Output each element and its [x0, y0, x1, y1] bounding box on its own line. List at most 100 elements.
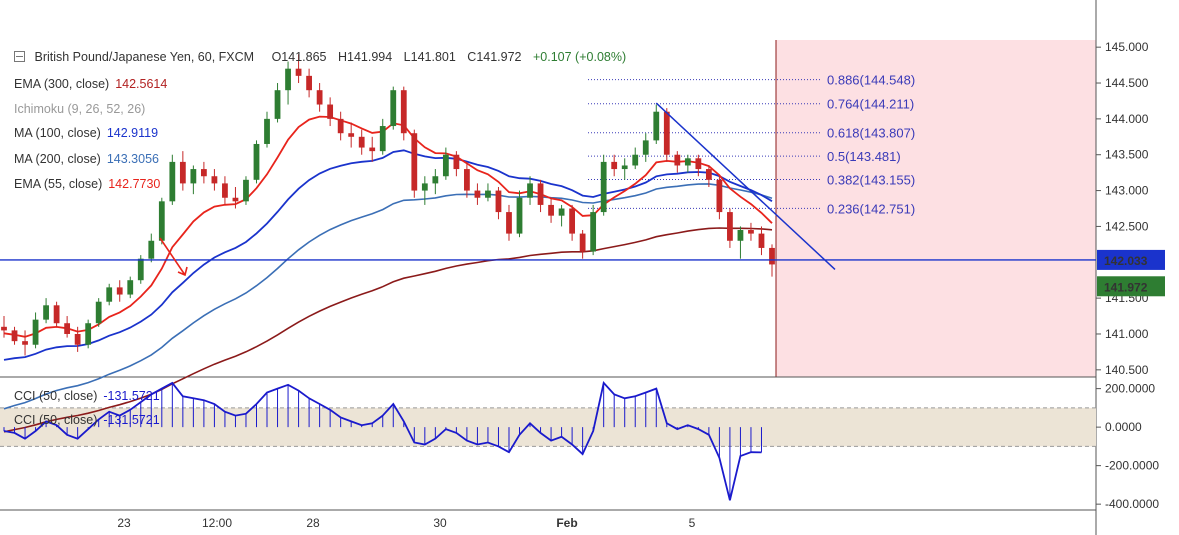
candle-body[interactable]	[737, 230, 744, 241]
collapse-icon[interactable]	[14, 51, 25, 62]
candle-body[interactable]	[411, 133, 418, 191]
candle-body[interactable]	[337, 118, 344, 134]
candle-body[interactable]	[653, 111, 660, 141]
candle-body[interactable]	[127, 280, 134, 295]
legend-ema55[interactable]: EMA (55, close) 142.7730	[14, 177, 160, 191]
trend-line[interactable]	[655, 102, 836, 270]
candle-body[interactable]	[621, 165, 628, 170]
candle-body[interactable]	[558, 208, 565, 216]
candle-body[interactable]	[421, 183, 428, 191]
candle-body[interactable]	[527, 183, 533, 198]
time-tick-label: 28	[306, 516, 320, 530]
candle-body[interactable]	[348, 133, 355, 137]
candle-body[interactable]	[611, 161, 618, 170]
candle-body[interactable]	[748, 230, 754, 234]
candle-body[interactable]	[590, 212, 597, 252]
candle-body[interactable]	[11, 330, 18, 342]
candle-body[interactable]	[674, 154, 681, 166]
candle-body[interactable]	[453, 154, 460, 170]
candle-body[interactable]	[200, 169, 207, 177]
candle-body[interactable]	[211, 176, 218, 184]
candle-body[interactable]	[506, 212, 512, 234]
candle-body[interactable]	[274, 90, 281, 119]
candle-body[interactable]	[632, 154, 639, 166]
candle-body[interactable]	[32, 319, 39, 345]
candle-body[interactable]	[285, 68, 291, 91]
candle-body[interactable]	[684, 158, 691, 166]
candle-body[interactable]	[85, 323, 92, 345]
candle-body[interactable]	[537, 183, 544, 205]
candle-body[interactable]	[642, 140, 649, 155]
annotation-arrow[interactable]	[159, 237, 188, 277]
candle-body[interactable]	[548, 204, 554, 216]
candle-body[interactable]	[358, 136, 365, 148]
candle-body[interactable]	[116, 287, 123, 295]
candle-body[interactable]	[295, 68, 302, 76]
candle-body[interactable]	[769, 247, 775, 265]
candle-body[interactable]	[369, 147, 376, 152]
legend-ma200[interactable]: MA (200, close) 143.3056	[14, 152, 159, 166]
candle-body[interactable]	[695, 158, 702, 170]
candle-body[interactable]	[390, 90, 397, 127]
legend-ema300[interactable]: EMA (300, close) 142.5614	[14, 77, 167, 91]
candle-body[interactable]	[158, 201, 165, 241]
candle-body[interactable]	[474, 190, 481, 198]
legend-value: 142.7730	[108, 177, 161, 191]
ma200-line	[3, 183, 773, 410]
candle-body[interactable]	[264, 118, 270, 144]
candle-body[interactable]	[169, 161, 176, 202]
high-value: H141.994	[337, 50, 393, 64]
candle-body[interactable]	[22, 341, 28, 345]
fib-level-label: 0.764(144.211)	[827, 97, 914, 112]
fib-level-label: 0.382(143.155)	[827, 172, 915, 187]
candle-body[interactable]	[495, 190, 502, 213]
candle-body[interactable]	[1, 326, 7, 331]
price-tick-label: 140.500	[1105, 363, 1149, 377]
cci-band	[0, 407, 1096, 447]
candle-body[interactable]	[327, 104, 334, 119]
candle-body[interactable]	[53, 305, 60, 324]
candle-body[interactable]	[106, 287, 113, 302]
hline-price-badge-text: 142.033	[1104, 254, 1148, 268]
legend-cci-1[interactable]: CCI (50, close) -131.5721	[14, 389, 160, 403]
candle-body[interactable]	[569, 208, 576, 234]
candle-body[interactable]	[179, 161, 186, 184]
fib-level-label: 0.886(144.548)	[827, 73, 915, 88]
candle-body[interactable]	[705, 169, 712, 180]
candle-body[interactable]	[600, 161, 607, 213]
legend-cci-2[interactable]: CCI (50, close) -131.5721	[14, 413, 160, 427]
candle-body[interactable]	[400, 90, 407, 134]
candle-body[interactable]	[379, 126, 386, 152]
candle-body[interactable]	[306, 75, 312, 91]
candle-body[interactable]	[316, 90, 323, 105]
candle-body[interactable]	[727, 212, 733, 241]
candle-body[interactable]	[432, 176, 439, 184]
candle-body[interactable]	[716, 179, 723, 213]
candle-body[interactable]	[663, 111, 670, 155]
candle-body[interactable]	[485, 190, 491, 198]
candle-body[interactable]	[464, 169, 470, 191]
candle-body[interactable]	[243, 179, 249, 202]
candle-body[interactable]	[148, 240, 155, 259]
ema300-line	[3, 227, 773, 433]
candle-body[interactable]	[64, 323, 71, 334]
low-value: L141.801	[403, 50, 456, 64]
future-zone	[776, 40, 1096, 377]
candle-body[interactable]	[442, 154, 449, 177]
candle-body[interactable]	[222, 183, 228, 198]
legend-ma100[interactable]: MA (100, close) 142.9119	[14, 126, 158, 140]
candle-body[interactable]	[43, 305, 49, 320]
candle-body[interactable]	[137, 258, 144, 281]
legend-label: CCI (50, close)	[14, 413, 98, 427]
candle-body[interactable]	[95, 301, 102, 324]
candle-body[interactable]	[758, 233, 765, 248]
price-tick-label: 144.500	[1105, 76, 1149, 90]
legend-ichimoku[interactable]: Ichimoku (9, 26, 52, 26)	[14, 102, 145, 116]
candle-body[interactable]	[579, 233, 586, 252]
candle-body[interactable]	[516, 197, 523, 234]
candle-body[interactable]	[190, 169, 197, 184]
candle-body[interactable]	[253, 143, 260, 180]
candle-body[interactable]	[74, 333, 81, 345]
candle-body[interactable]	[232, 197, 239, 202]
